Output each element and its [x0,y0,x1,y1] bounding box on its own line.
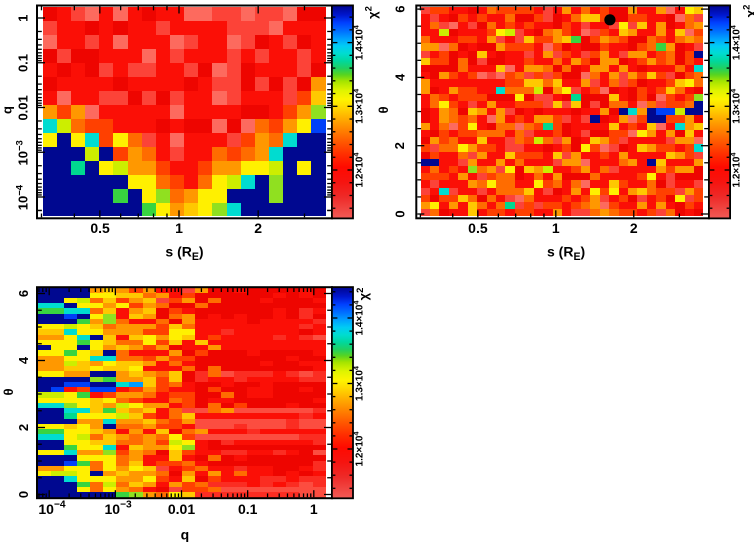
svg-text:1.2×104: 1.2×104 [351,431,365,467]
svg-text:0.01: 0.01 [168,501,195,517]
svg-text:2: 2 [16,424,31,431]
svg-text:1: 1 [310,501,318,517]
svg-text:4: 4 [392,73,407,81]
svg-text:1.4×104: 1.4×104 [728,24,742,60]
svg-text:1: 1 [552,220,560,236]
svg-text:θ: θ [376,106,391,113]
svg-text:1.3×104: 1.3×104 [728,88,742,124]
svg-text:1.3×104: 1.3×104 [351,365,365,401]
svg-text:1.3×104: 1.3×104 [351,88,365,124]
svg-text:2: 2 [630,220,638,236]
svg-text:q: q [0,106,15,114]
svg-text:0.5: 0.5 [90,220,110,236]
svg-text:1.2×104: 1.2×104 [728,152,742,188]
svg-text:2: 2 [392,142,407,149]
svg-text:1.4×104: 1.4×104 [351,300,365,336]
svg-text:1.2×104: 1.2×104 [351,152,365,188]
svg-text:1: 1 [175,220,183,236]
svg-text:4: 4 [16,356,31,364]
svg-text:6: 6 [16,290,31,297]
svg-text:χ2: χ2 [742,5,754,18]
svg-text:0.1: 0.1 [16,54,31,72]
svg-text:0: 0 [16,491,31,498]
svg-text:1: 1 [16,15,31,22]
svg-text:0.01: 0.01 [16,95,31,120]
svg-text:q: q [181,527,190,542]
svg-text:6: 6 [392,5,407,12]
svg-text:1.4×104: 1.4×104 [351,24,365,60]
svg-text:0: 0 [392,210,407,217]
svg-text:0.5: 0.5 [468,220,488,236]
svg-text:0.1: 0.1 [238,501,258,517]
svg-text:2: 2 [254,220,262,236]
svg-text:θ: θ [1,388,16,395]
